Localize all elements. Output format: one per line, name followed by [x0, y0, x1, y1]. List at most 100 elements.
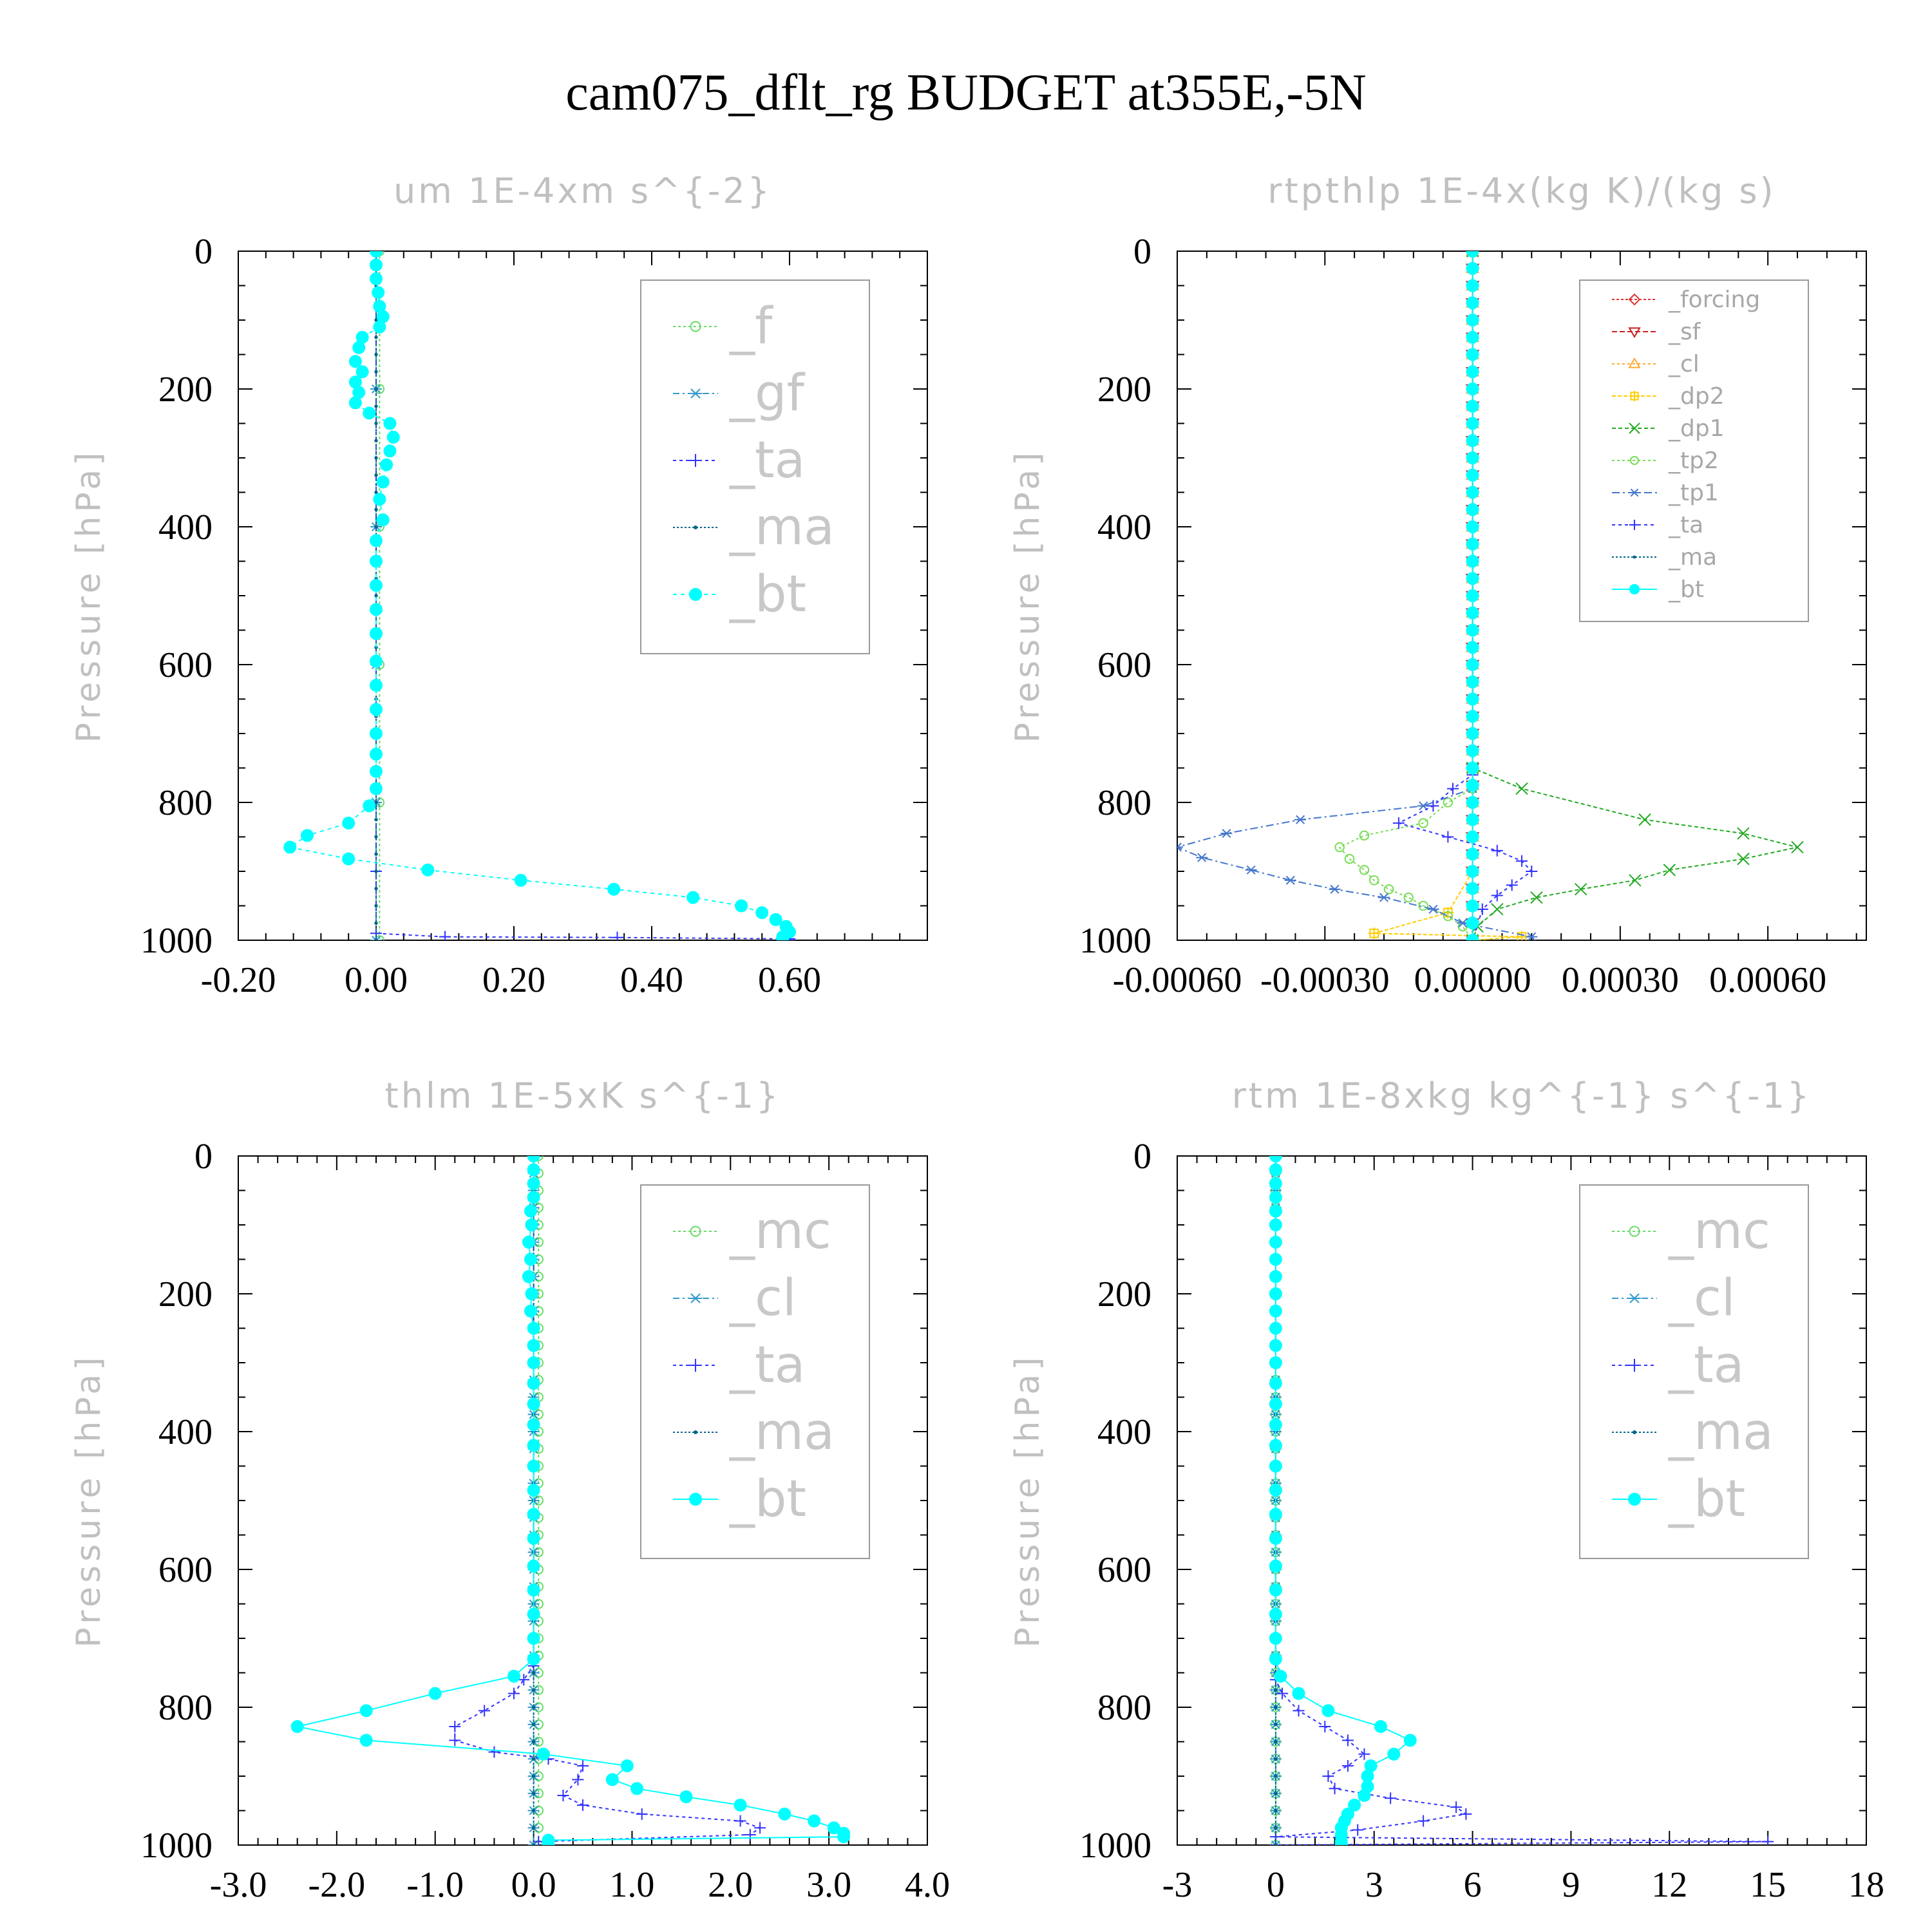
chart-panel-1: um 1E-4xm s^{-2} Pressure [hPa] 0 200 400 600…: [70, 171, 928, 1000]
data-point-bt: [363, 406, 376, 420]
series-line-ta: [454, 1156, 762, 1842]
data-point-bt: [1403, 1734, 1417, 1747]
data-point-bt: [1269, 1191, 1282, 1204]
chart-panel-3: thlm 1E-5xK s^{-1} Pressure [hPa] 0 200 400 6…: [70, 1075, 950, 1905]
data-point-bt: [352, 341, 366, 354]
panel-title: um 1E-4xm s^{-2}: [393, 171, 772, 211]
data-point-ta: [611, 931, 623, 940]
data-point-bt: [1269, 1459, 1282, 1473]
data-point-bt: [370, 703, 383, 716]
data-point-ta: [1491, 889, 1503, 902]
legend-label: _f: [729, 298, 773, 355]
data-point-ma: [374, 404, 378, 408]
data-point-ta: [478, 1705, 491, 1717]
data-point-bt: [1466, 383, 1479, 395]
data-point-dp1: [1737, 827, 1750, 840]
legend-marker: [1630, 456, 1639, 465]
data-point-bt: [370, 578, 383, 592]
legend-box: [640, 279, 870, 654]
data-point-tp2: [1368, 875, 1379, 886]
data-point-dp1: [1629, 874, 1642, 887]
data-point-bt: [527, 1653, 540, 1666]
data-point-bt: [355, 365, 369, 379]
data-point-bt: [525, 1287, 538, 1300]
legend-label: _ma: [729, 1403, 835, 1461]
data-point-ta: [636, 1808, 648, 1820]
data-point-ma: [374, 387, 378, 391]
data-point-bt: [527, 1459, 540, 1473]
data-point-bt: [1274, 1669, 1287, 1683]
legend-label: _dp1: [1668, 415, 1725, 442]
data-point-ma: [531, 1757, 536, 1761]
data-point-ma: [374, 594, 378, 598]
data-point-bt: [1269, 1397, 1282, 1411]
data-point-bt: [1466, 848, 1479, 861]
data-point-bt: [1269, 1235, 1282, 1249]
data-point-ma: [374, 887, 378, 891]
data-point-bt: [428, 1687, 442, 1700]
legend-marker: [1629, 391, 1640, 401]
chart-panels: um 1E-4xm s^{-2}Pressure [hPa]0200400600…: [70, 171, 1884, 1905]
data-point-bt: [607, 882, 621, 896]
y-tick-label: 400: [1097, 1412, 1151, 1452]
data-point-ta: [1491, 844, 1503, 857]
data-point-dp1: [1791, 840, 1804, 854]
data-point-bt: [527, 1508, 540, 1521]
data-point-bt: [1466, 623, 1479, 637]
data-point-dp1: [1530, 891, 1543, 904]
data-point-bt: [542, 1839, 555, 1845]
x-tick-label: 0.00: [345, 960, 408, 1000]
data-point-bt: [1466, 606, 1479, 620]
data-point-bt: [1466, 520, 1479, 533]
data-point-bt: [1466, 451, 1479, 464]
legend-box: [640, 1184, 870, 1559]
data-point-bt: [370, 603, 383, 616]
y-axis-label: Pressure [hPa]: [1009, 1354, 1047, 1648]
data-point-bt: [527, 1156, 540, 1162]
data-point-ta: [577, 1799, 589, 1811]
data-point-bt: [370, 748, 383, 761]
data-point-bt: [1466, 348, 1479, 361]
data-point-ma: [1274, 1826, 1278, 1830]
data-point-bt: [359, 1704, 373, 1718]
data-point-tp1: [1526, 932, 1538, 940]
legend-marker: [1629, 583, 1640, 595]
data-point-ma: [1274, 1757, 1278, 1761]
data-point-ta: [1392, 817, 1405, 829]
series-layer: [290, 1156, 851, 1845]
legend-label: _gf: [729, 365, 806, 422]
data-point-bt: [1466, 468, 1479, 482]
data-point-bt: [1269, 1163, 1282, 1177]
data-point-bt: [630, 1782, 644, 1795]
data-point-bt: [1292, 1687, 1305, 1700]
data-point-ta: [1476, 903, 1488, 915]
data-point-bt: [1466, 251, 1479, 258]
data-point-bt: [1269, 1531, 1282, 1545]
data-point-bt: [1466, 813, 1479, 826]
data-point-bt: [1269, 1304, 1282, 1318]
data-point-bt: [507, 1669, 520, 1683]
legend-label: _bt: [729, 1470, 806, 1528]
data-point-tp2: [1334, 842, 1345, 853]
data-point-bt: [1269, 1559, 1282, 1573]
data-point-bt: [373, 320, 386, 334]
data-point-bt: [348, 355, 362, 368]
y-tick-label: 200: [158, 1274, 213, 1314]
data-point-tp2: [1383, 884, 1394, 895]
y-tick-label: 1000: [1079, 921, 1151, 961]
data-point-tp1: [1220, 829, 1233, 838]
data-point-ta: [1516, 855, 1528, 867]
x-tick-label: -1.0: [406, 1865, 464, 1905]
data-point-ma: [531, 1774, 536, 1778]
data-point-bt: [687, 891, 700, 904]
data-point-bt: [1466, 296, 1479, 310]
y-tick-label: 1000: [140, 1826, 213, 1866]
data-point-tp1: [1329, 884, 1341, 894]
x-tick-label: 15: [1750, 1865, 1786, 1905]
data-point-bt: [1348, 1798, 1361, 1812]
data-point-bt: [370, 534, 383, 547]
legend-marker: [689, 1293, 702, 1303]
data-point-ma: [531, 1723, 536, 1727]
data-point-bt: [1466, 434, 1479, 448]
x-tick-label: 1.0: [609, 1865, 654, 1905]
